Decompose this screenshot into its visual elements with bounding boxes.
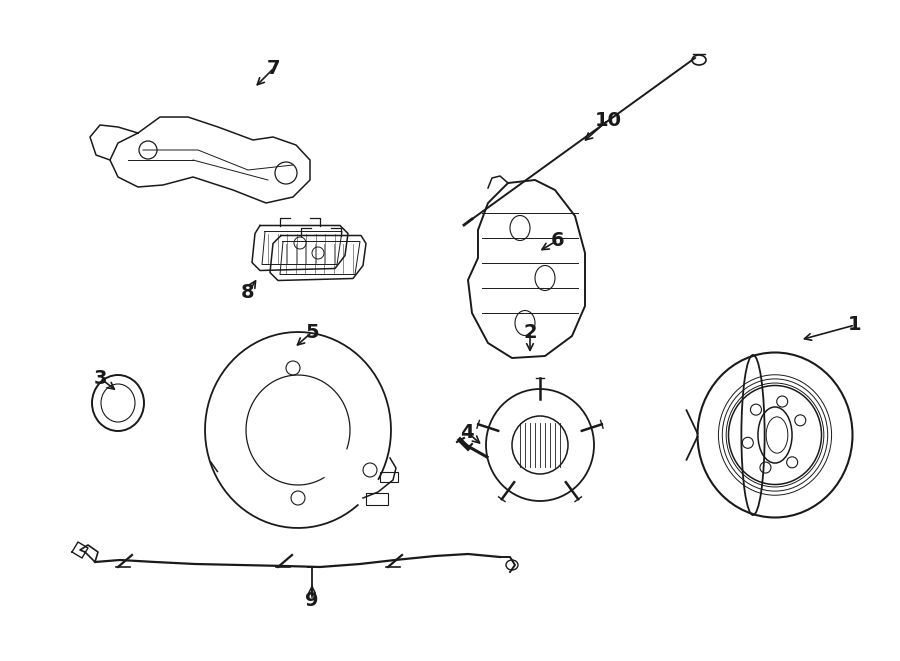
Bar [380, 472, 398, 482]
Bar [366, 493, 388, 505]
Text: 2: 2 [523, 323, 536, 342]
Text: 6: 6 [551, 231, 565, 249]
Text: 8: 8 [241, 284, 255, 303]
Text: 9: 9 [305, 590, 319, 609]
Text: 1: 1 [848, 315, 862, 334]
Text: 4: 4 [460, 422, 473, 442]
Text: 3: 3 [94, 368, 107, 387]
Text: 5: 5 [305, 323, 319, 342]
Text: 10: 10 [595, 110, 622, 130]
Text: 7: 7 [267, 59, 281, 77]
